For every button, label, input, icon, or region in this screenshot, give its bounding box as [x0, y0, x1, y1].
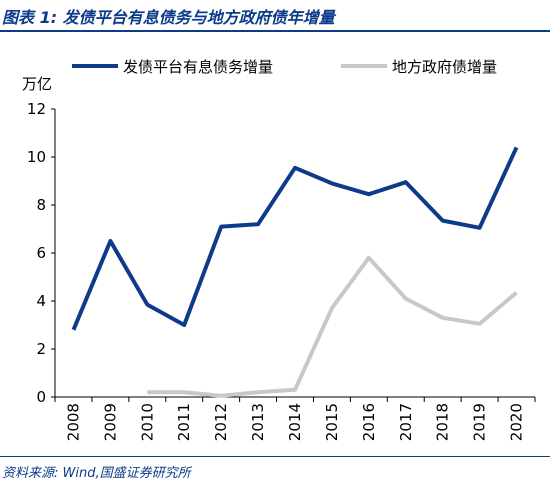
series-line-1: [71, 146, 519, 331]
x-tick-label: 2011: [175, 403, 193, 441]
x-tick-label: 2008: [64, 403, 82, 441]
x-tick-label: 2016: [360, 403, 378, 441]
x-tick-label: 2012: [212, 403, 230, 441]
legend-label-1: 发债平台有息债务增量: [123, 58, 273, 76]
series-line-2: [147, 255, 518, 398]
chart-title: 图表 1: 发债平台有息债务与地方政府债年增量: [2, 8, 335, 27]
x-tick-label: 2009: [101, 403, 119, 441]
x-tick-label: 2014: [286, 403, 304, 441]
legend-label-2: 地方政府债增量: [392, 58, 497, 76]
y-tick-label: 6: [36, 244, 46, 262]
x-tick-label: 2020: [508, 403, 526, 441]
source-divider: [0, 456, 550, 457]
x-tick-label: 2015: [323, 403, 341, 441]
title-bar: 图表 1: 发债平台有息债务与地方政府债年增量: [0, 0, 550, 30]
x-tick-label: 2013: [249, 403, 267, 441]
y-tick-label: 8: [36, 196, 46, 214]
x-tick-label: 2018: [434, 403, 452, 441]
y-tick-label: 0: [36, 388, 46, 406]
x-tick-label: 2017: [397, 403, 415, 441]
title-divider: [0, 30, 550, 32]
y-tick-label: 12: [27, 100, 46, 118]
x-tick-label: 2019: [471, 403, 489, 441]
x-tick-label: 2010: [138, 403, 156, 441]
y-tick-label: 4: [36, 292, 46, 310]
y-tick-label: 10: [27, 148, 46, 166]
y-axis-unit-label: 万亿: [22, 75, 52, 93]
y-tick-label: 2: [36, 340, 46, 358]
source-note: 资料来源: Wind,国盛证券研究所: [2, 466, 191, 481]
